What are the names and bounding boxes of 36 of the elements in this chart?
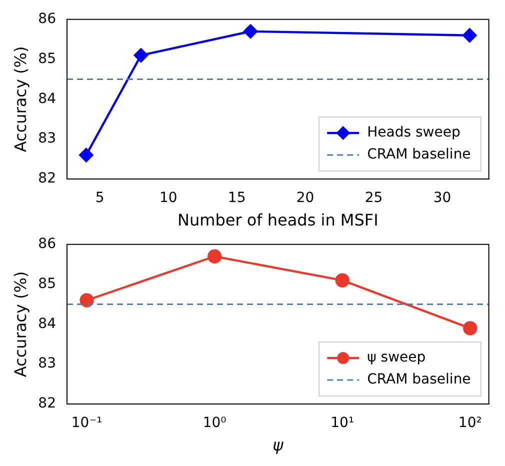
point xyxy=(80,293,94,308)
y-tick-label: 82 xyxy=(38,170,56,187)
y-tick-label: 86 xyxy=(38,236,56,252)
y-tick-label: 82 xyxy=(38,396,56,412)
y-tick-label: 85 xyxy=(38,50,56,67)
y-tick-label: 83 xyxy=(38,130,56,147)
point xyxy=(462,28,477,42)
x-tick-label: 10 xyxy=(159,190,178,206)
y-axis-title: Accuracy (%) xyxy=(10,46,30,152)
x-tick-label: 15 xyxy=(228,190,246,206)
y-tick-label: 84 xyxy=(38,316,56,332)
legend-label: ψ sweep xyxy=(367,350,426,366)
point xyxy=(207,249,222,264)
legend-label: CRAM baseline xyxy=(367,372,471,388)
point xyxy=(79,148,94,162)
x-tick-label: 5 xyxy=(95,190,104,206)
x-tick-label: 10² xyxy=(458,415,482,432)
point xyxy=(243,24,258,38)
x-tick-label: 10¹ xyxy=(330,415,354,432)
x-tick-label: 25 xyxy=(364,190,383,206)
y-tick-label: 84 xyxy=(38,90,56,107)
legend-label: CRAM baseline xyxy=(367,146,471,163)
point xyxy=(335,273,350,288)
y-tick-label: 83 xyxy=(38,356,56,372)
legend-label: Heads sweep xyxy=(367,124,460,141)
x-tick-label: 30 xyxy=(433,190,452,206)
y-tick-label: 85 xyxy=(38,276,56,292)
x-tick-label: 10⁰ xyxy=(202,415,227,432)
point xyxy=(134,48,148,62)
x-tick-label: 20 xyxy=(296,190,314,206)
x-axis-title: ψ xyxy=(272,436,284,455)
y-tick-label: 86 xyxy=(38,11,56,28)
x-axis-title: Number of heads in MSFI xyxy=(178,210,378,230)
y-axis-title: Accuracy (%) xyxy=(10,271,30,378)
x-tick-label: 10⁻¹ xyxy=(71,415,102,432)
point xyxy=(463,321,478,336)
